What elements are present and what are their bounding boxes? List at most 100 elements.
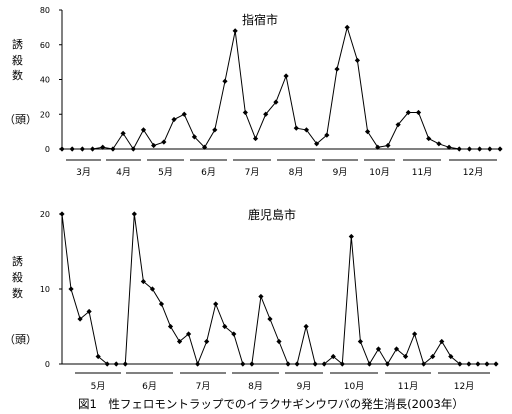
data-point	[324, 132, 330, 138]
y-tick-label: 20	[40, 210, 50, 219]
data-point	[202, 144, 208, 150]
month-label: 5月	[158, 167, 173, 178]
data-point	[222, 78, 228, 84]
data-point	[330, 353, 336, 360]
data-point	[448, 353, 454, 360]
data-point	[466, 361, 472, 367]
y-tick-label: 40	[40, 76, 50, 85]
data-point	[312, 361, 318, 367]
y-axis-label-char: 誘	[12, 38, 23, 51]
data-point	[100, 144, 106, 150]
data-point	[240, 361, 246, 367]
data-point	[395, 122, 401, 128]
data-point	[95, 353, 101, 360]
data-point	[232, 28, 238, 34]
data-point	[314, 141, 320, 147]
data-point	[446, 144, 452, 150]
data-point	[430, 353, 436, 360]
series-line	[62, 25, 500, 150]
y-axis-label: 誘殺数 （頭）	[4, 255, 37, 346]
data-point	[354, 57, 360, 63]
month-label: 9月	[333, 167, 348, 178]
data-point	[59, 211, 65, 217]
data-point	[213, 301, 219, 307]
data-point	[242, 109, 248, 116]
chart-ibusuki: 指宿市 誘殺数 （頭） 0 20 40 60 80 3月 4月 5月 6月 7月 8月 9月 10月 11月…	[4, 6, 503, 178]
chart-title: 指宿市	[242, 12, 278, 27]
data-point	[293, 125, 299, 131]
data-point	[303, 323, 309, 330]
data-point	[195, 361, 201, 367]
data-point	[86, 308, 92, 315]
data-point	[405, 109, 411, 116]
data-point	[176, 338, 183, 345]
data-point	[497, 146, 503, 152]
data-point	[484, 361, 490, 367]
data-point	[161, 139, 167, 145]
data-point	[339, 361, 345, 367]
y-tick-label: 20	[40, 110, 50, 119]
data-point	[252, 135, 259, 142]
month-label: 9月	[297, 381, 312, 392]
data-point	[415, 109, 422, 116]
chart-title: 鹿児島市	[248, 207, 296, 222]
data-point	[185, 331, 192, 337]
data-point	[273, 99, 279, 105]
data-point	[140, 278, 146, 285]
data-point	[181, 111, 187, 117]
data-point	[402, 353, 409, 360]
data-point	[436, 141, 442, 147]
y-tick-label: 0	[45, 145, 50, 154]
y-tick-label: 0	[45, 360, 50, 369]
data-point	[439, 338, 445, 345]
data-point	[79, 146, 85, 152]
month-label: 4月	[116, 167, 131, 178]
data-point	[421, 361, 427, 367]
y-axis-label-char: 誘	[12, 255, 23, 268]
data-point	[487, 146, 493, 152]
data-point	[466, 146, 473, 152]
data-point	[457, 361, 463, 367]
month-label: 11月	[412, 167, 432, 178]
data-point	[249, 361, 255, 367]
month-label: 8月	[289, 167, 304, 178]
data-point	[263, 111, 269, 117]
month-label: 8月	[248, 381, 263, 392]
data-point	[375, 144, 381, 150]
data-point	[267, 316, 273, 322]
month-label: 11月	[398, 381, 418, 392]
data-point	[366, 361, 373, 367]
data-point	[158, 301, 165, 307]
month-label: 6月	[142, 381, 157, 392]
data-point	[191, 134, 198, 140]
y-axis-unit: （頭）	[4, 113, 37, 126]
data-point	[167, 323, 174, 330]
y-axis-unit: （頭）	[4, 333, 37, 346]
data-point	[456, 146, 462, 152]
month-label: 12月	[463, 167, 483, 178]
data-point	[285, 361, 291, 367]
month-label: 12月	[454, 381, 474, 392]
data-point	[59, 146, 65, 152]
data-point	[344, 24, 350, 30]
data-point	[426, 135, 432, 142]
data-point	[68, 286, 74, 292]
chart-kagoshima: 鹿児島市 誘殺数 （頭） 0 10 20 5月 6月 7月 8月 9月 10月 11月 12月	[4, 207, 499, 392]
y-axis-label-char: 殺	[12, 270, 23, 284]
data-point	[393, 346, 400, 352]
data-point	[222, 323, 228, 330]
y-tick-label: 80	[40, 6, 50, 15]
data-point	[283, 73, 289, 79]
data-point	[258, 293, 264, 300]
data-point	[294, 361, 300, 367]
data-point	[475, 361, 481, 367]
data-point	[321, 361, 327, 367]
data-point	[348, 233, 354, 240]
month-label: 10月	[369, 167, 389, 178]
data-point	[385, 142, 391, 149]
data-point	[276, 338, 282, 345]
month-label: 6月	[201, 167, 216, 178]
figure-caption: 図1 性フェロモントラップでのイラクサギンウワバの発生消長(2003年）	[78, 397, 464, 411]
data-point	[130, 146, 136, 152]
